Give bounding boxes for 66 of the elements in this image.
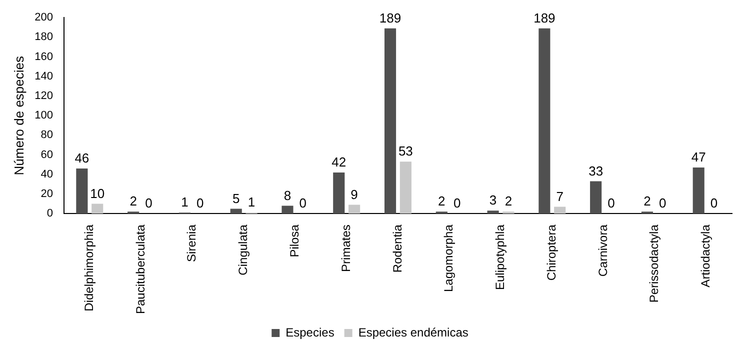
data-label: 1 xyxy=(248,194,256,210)
bar xyxy=(92,204,104,214)
data-label: 33 xyxy=(588,163,604,178)
x-tick-label: Eulipotyphla xyxy=(493,224,508,290)
y-tick-label: 200 xyxy=(34,12,53,24)
data-label: 5 xyxy=(232,190,240,206)
data-label: 189 xyxy=(534,10,556,26)
data-label: 0 xyxy=(299,196,307,211)
data-label: 2 xyxy=(130,194,137,209)
x-tick-label: Didelphimorphia xyxy=(82,224,96,312)
bar xyxy=(590,181,602,214)
bar xyxy=(384,28,396,214)
data-label: 47 xyxy=(691,150,706,165)
y-tick-label: 100 xyxy=(34,110,53,122)
legend-label: Especies endémicas xyxy=(358,325,468,340)
x-tick-label: Carnivora xyxy=(596,224,610,277)
x-tick-label: Lagomorpha xyxy=(442,224,456,292)
x-tick-label: Paucituberculata xyxy=(133,224,148,314)
bar xyxy=(538,28,550,214)
x-tick-label: Sirenia xyxy=(184,224,199,262)
x-tick-label: Pilosa xyxy=(288,224,302,258)
y-tick-label: 180 xyxy=(34,31,53,44)
data-label: 1 xyxy=(181,194,188,210)
y-tick-label: 40 xyxy=(40,168,53,180)
bar xyxy=(348,204,360,214)
data-label: 189 xyxy=(379,10,402,26)
bar xyxy=(76,168,88,214)
bar xyxy=(282,206,294,214)
bar xyxy=(487,210,499,214)
bar xyxy=(333,172,345,214)
data-label: 0 xyxy=(453,196,461,211)
data-label: 8 xyxy=(284,188,292,203)
data-label: 2 xyxy=(504,194,512,209)
data-label: 0 xyxy=(710,196,718,211)
data-label: 0 xyxy=(145,196,152,211)
data-label: 9 xyxy=(350,186,358,202)
y-tick-label: 0 xyxy=(46,208,53,220)
data-label: 0 xyxy=(196,196,204,211)
data-label: 10 xyxy=(90,186,105,201)
x-tick-label: Cingulata xyxy=(236,224,250,276)
data-label: 2 xyxy=(438,194,446,209)
y-tick-label: 160 xyxy=(34,50,53,63)
data-label: 0 xyxy=(659,196,666,211)
y-tick-label: 80 xyxy=(40,129,53,142)
x-tick-label: Chiroptera xyxy=(544,224,558,281)
bar xyxy=(230,208,242,214)
data-label: 0 xyxy=(608,196,615,211)
data-label: 7 xyxy=(556,188,564,204)
x-tick-label: Primates xyxy=(338,224,353,272)
y-tick-label: 20 xyxy=(40,188,53,200)
bar xyxy=(692,168,704,214)
bar xyxy=(400,162,412,214)
x-tick-label: Perissodactyla xyxy=(647,224,662,303)
data-label: 3 xyxy=(489,192,497,208)
y-tick-label: 60 xyxy=(40,148,53,161)
data-label: 53 xyxy=(398,144,413,159)
data-label: 2 xyxy=(644,194,651,209)
x-tick-label: Artiodactyla xyxy=(698,224,713,288)
data-label: 42 xyxy=(332,154,346,170)
data-label: 46 xyxy=(74,150,90,166)
y-tick-label: 140 xyxy=(34,70,53,82)
bar xyxy=(554,206,566,214)
x-tick-label: Rodentia xyxy=(390,224,404,273)
y-axis-title: Número de especies xyxy=(11,55,26,176)
y-tick-label: 120 xyxy=(34,90,53,102)
legend-label: Especies xyxy=(286,325,334,340)
